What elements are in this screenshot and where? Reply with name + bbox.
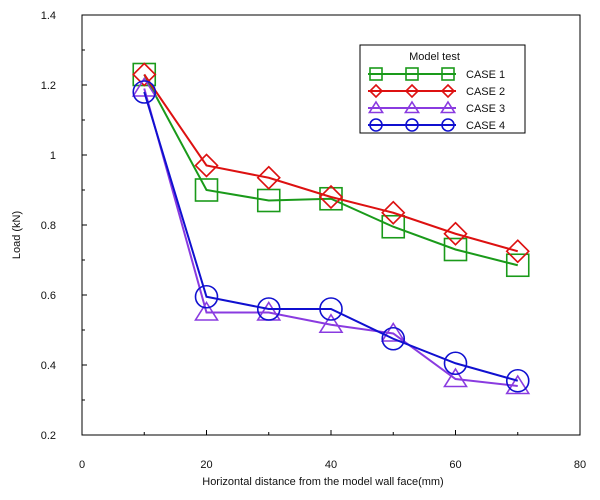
y-axis-ticks: 0.2 0.4 0.6 0.8 1 1.2 1.4 <box>41 10 87 442</box>
y-tick-label: 1.4 <box>41 10 56 22</box>
diamond-marker <box>381 200 406 225</box>
diamond-marker <box>443 221 468 246</box>
legend-item: CASE 2 <box>368 83 505 99</box>
square-marker <box>405 67 419 81</box>
diamond-marker <box>194 153 219 178</box>
legend-title: Model test <box>409 51 460 63</box>
x-tick-label: 40 <box>325 459 337 471</box>
diamond-marker <box>505 239 530 264</box>
diamond-marker <box>132 62 157 87</box>
x-axis-label: Horizontal distance from the model wall … <box>202 476 443 488</box>
circle-marker <box>369 118 383 132</box>
legend-label: CASE 2 <box>466 86 505 98</box>
circle-marker <box>256 297 281 321</box>
series-case-4 <box>132 80 530 393</box>
legend-items: CASE 1 CASE 2 CASE 3 CASE 4 <box>367 67 505 132</box>
legend: Model test CASE 1 CASE 2 CASE 3 CASE 4 <box>359 44 526 134</box>
x-tick-label: 20 <box>200 459 212 471</box>
y-axis-label: Load (kN) <box>11 211 23 259</box>
triangle-marker <box>380 321 406 342</box>
diamond-marker <box>318 184 344 210</box>
x-tick-label: 0 <box>79 459 85 471</box>
y-tick-label: 0.8 <box>41 220 56 232</box>
legend-label: CASE 4 <box>466 120 505 132</box>
square-marker <box>441 67 455 81</box>
square-marker <box>381 214 406 239</box>
square-marker <box>505 253 530 278</box>
legend-item: CASE 3 <box>367 100 505 115</box>
square-marker <box>443 237 468 262</box>
diamond-marker <box>256 165 281 190</box>
triangle-marker <box>367 100 385 114</box>
diamond-marker <box>368 83 384 99</box>
legend-label: CASE 1 <box>466 69 505 81</box>
y-tick-label: 1.2 <box>41 80 56 92</box>
x-tick-label: 60 <box>449 459 461 471</box>
legend-label: CASE 3 <box>466 103 505 115</box>
series-layer <box>131 62 531 395</box>
series-line <box>143 88 518 387</box>
series-case-2 <box>132 62 530 264</box>
triangle-marker <box>131 76 157 97</box>
triangle-marker <box>439 100 457 114</box>
circle-marker <box>132 80 157 104</box>
circle-marker <box>194 284 219 309</box>
triangle-marker <box>505 374 531 395</box>
circle-marker <box>441 118 455 132</box>
triangle-marker <box>443 367 468 388</box>
y-tick-label: 0.4 <box>41 360 56 372</box>
triangle-marker <box>318 313 344 334</box>
square-marker <box>369 67 383 81</box>
series-line <box>143 91 519 382</box>
legend-item: CASE 4 <box>368 118 505 132</box>
series-line <box>143 74 518 267</box>
y-tick-label: 0.6 <box>41 290 56 302</box>
circle-marker <box>381 326 406 351</box>
circle-marker <box>505 368 530 393</box>
triangle-marker <box>194 300 219 321</box>
legend-box <box>359 44 526 134</box>
y-tick-label: 0.2 <box>41 430 56 442</box>
circle-marker <box>443 351 468 376</box>
square-marker <box>319 186 343 211</box>
series-line <box>143 73 519 253</box>
diamond-marker <box>404 83 420 99</box>
triangle-marker <box>403 100 421 114</box>
circle-marker <box>405 118 419 132</box>
x-axis-ticks: 0 20 40 60 80 <box>79 430 586 471</box>
circle-marker <box>319 297 343 321</box>
diamond-marker <box>440 83 456 99</box>
y-tick-label: 1 <box>50 150 56 162</box>
square-marker <box>194 178 219 202</box>
x-tick-label: 80 <box>574 459 586 471</box>
legend-item: CASE 1 <box>368 67 505 81</box>
